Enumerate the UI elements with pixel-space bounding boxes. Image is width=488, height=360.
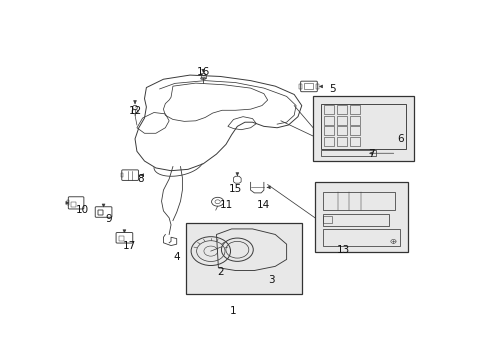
- Bar: [323, 116, 334, 125]
- Bar: [299, 84, 301, 89]
- Bar: [67, 201, 69, 205]
- Bar: [322, 229, 400, 246]
- Bar: [336, 116, 346, 125]
- Text: 5: 5: [328, 84, 335, 94]
- Text: 8: 8: [137, 174, 144, 184]
- Bar: [119, 236, 123, 241]
- Bar: [322, 192, 394, 210]
- Text: 6: 6: [396, 134, 403, 144]
- Text: 3: 3: [267, 275, 274, 285]
- Bar: [71, 202, 76, 207]
- Bar: [314, 182, 407, 252]
- Bar: [312, 96, 413, 161]
- Bar: [323, 137, 334, 146]
- Bar: [200, 75, 205, 78]
- Bar: [349, 105, 359, 114]
- Bar: [349, 126, 359, 135]
- Bar: [349, 137, 359, 146]
- Bar: [336, 105, 346, 114]
- Text: 7: 7: [368, 149, 374, 159]
- Text: 13: 13: [336, 245, 349, 255]
- Text: 14: 14: [257, 201, 270, 210]
- Text: 9: 9: [105, 214, 112, 224]
- Bar: [121, 173, 122, 177]
- Text: 2: 2: [217, 267, 223, 277]
- Bar: [322, 214, 388, 226]
- Bar: [322, 216, 331, 223]
- Bar: [320, 104, 405, 149]
- Text: 15: 15: [228, 184, 242, 194]
- Bar: [336, 126, 346, 135]
- Bar: [320, 150, 375, 156]
- Bar: [98, 210, 102, 215]
- Bar: [98, 210, 102, 215]
- Text: 10: 10: [75, 204, 88, 215]
- Text: 1: 1: [230, 306, 236, 316]
- Bar: [323, 105, 334, 114]
- Bar: [336, 137, 346, 146]
- Text: 11: 11: [219, 201, 232, 210]
- Text: 17: 17: [122, 240, 136, 251]
- Text: 12: 12: [128, 106, 142, 116]
- Text: 16: 16: [196, 67, 209, 77]
- Bar: [304, 84, 312, 90]
- Bar: [186, 223, 301, 294]
- Bar: [316, 84, 318, 89]
- Bar: [349, 116, 359, 125]
- Text: 4: 4: [173, 252, 180, 262]
- Bar: [323, 126, 334, 135]
